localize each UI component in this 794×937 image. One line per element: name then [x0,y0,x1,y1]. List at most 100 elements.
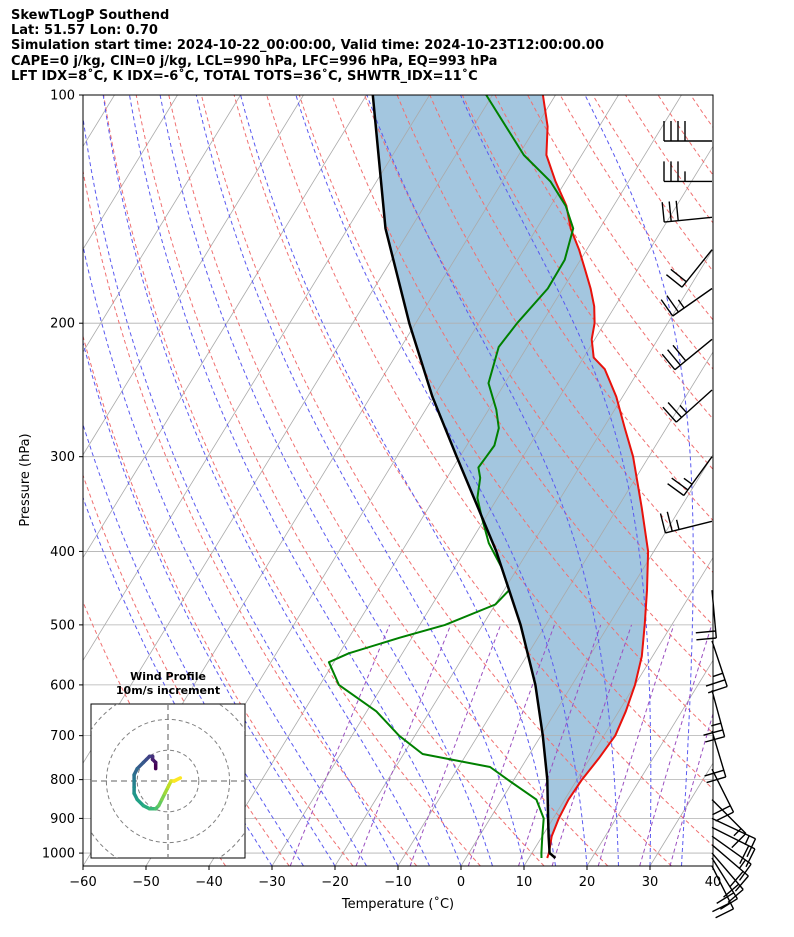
wind-barb [703,690,726,743]
x-axis: −60 −50 −40 −30 −20 −10 0 10 20 30 40 [69,866,721,890]
isotherm-line [586,659,713,866]
isotherm-line [776,95,794,866]
wind-barb [661,338,713,371]
wind-barb [695,590,717,641]
isotherm-line [83,95,430,662]
moist-adiabat-line [83,243,367,866]
isotherm-line [83,95,304,456]
isotherm-line [649,762,713,866]
dry-adiabat-line [396,95,713,574]
moist-adiabat-line [83,422,304,866]
hodograph-plot [91,704,245,858]
wind-barb [711,852,744,904]
y-tick-label: 1000 [42,847,75,862]
isotherm-line [83,95,241,353]
profile-lines [327,95,650,859]
moist-adiabat-line [366,95,619,866]
mixing-ratio-line [409,624,502,866]
wind-barb [711,857,738,910]
moist-adiabat-line [460,95,652,866]
wind-barb [711,799,747,849]
location-line: Lat: 51.57 Lon: 0.70 [11,23,158,39]
mixing-ratio-line [597,624,675,866]
cape-line: CAPE=0 j/kg, CIN=0 j/kg, LCL=990 hPa, LF… [11,53,498,69]
y-tick-label: 900 [50,812,75,827]
isotherm-line [271,145,713,866]
hodograph-inset [90,703,246,859]
dry-adiabat-line [298,95,713,735]
hodograph-segment [172,776,183,783]
isotherm-line [397,351,713,866]
y-tick-label: 500 [50,618,75,633]
index-line: LFT IDX=8˚C, K IDX=-6˚C, TOTAL TOTS=36˚C… [11,68,478,84]
wind-barb [705,640,728,694]
y-tick-label: 700 [50,729,75,744]
dry-adiabat-line [657,95,713,176]
moist-adiabat-line [712,860,713,866]
y-tick-label: 300 [50,450,75,465]
isotherm-line [83,95,178,250]
dry-adiabat-line [266,95,713,790]
cape-fill [372,95,649,854]
y-tick-label: 100 [50,89,75,104]
moist-adiabat-line [240,95,556,866]
y-axis-label: Pressure (hPa) [18,433,33,526]
mixing-ratio-line [551,624,632,866]
mixing-ratio-line [355,624,452,866]
wind-barb [667,456,713,497]
wind-barbs [659,121,757,919]
y-tick-label: 400 [50,545,75,560]
parcel-line [371,95,557,859]
wind-barb [711,826,756,868]
dry-adiabat-line [83,334,354,866]
hodograph-title: Wind Profile [130,670,206,683]
wind-barb [711,768,735,822]
mixing-ratio-line [467,624,555,866]
hodograph-ring [136,749,200,813]
moist-adiabat-line [102,95,430,866]
x-tick-label: 0 [457,875,465,890]
moist-adiabat-line [295,95,588,866]
chart-header: SkewTLogP Southend Lat: 51.57 Lon: 0.70 … [11,8,781,84]
dry-adiabat-line [135,95,545,866]
y-axis: 1000 900 800 700 600 500 400 300 200 100 [42,89,83,862]
isotherm-line [83,95,367,559]
x-tick-label: −10 [384,875,411,890]
x-tick-label: 40 [705,875,722,890]
x-tick-label: 10 [516,875,533,890]
wind-barb [662,389,713,423]
moist-adiabats [83,95,713,866]
time-line: Simulation start time: 2024-10-22_00:00:… [11,38,604,54]
wind-barb [711,844,749,892]
chart-title: SkewTLogP Southend [11,8,170,23]
dry-adiabat-line [83,473,290,866]
dry-adiabat-line [364,95,713,626]
x-tick-label: 30 [642,875,659,890]
dry-adiabat-line [331,95,713,680]
wind-barb [711,817,757,858]
wind-barb [663,121,712,142]
mixing-ratio-line [518,624,602,866]
mixing-ratio-line [669,712,713,866]
hodograph-subtitle: 10m/s increment [115,684,221,697]
moist-adiabat-line [584,95,694,866]
hodograph-title-block: Wind Profile 10m/s increment [91,670,245,698]
dry-adiabat-line [690,95,713,129]
x-tick-label: −30 [258,875,285,890]
isotherm-line [334,248,713,866]
dry-adiabat-line [233,95,713,847]
dewpoint-line [327,95,575,859]
isotherm-line [460,454,713,866]
isotherm-line [712,865,713,866]
wind-barb [661,200,713,223]
wind-barb [711,835,752,881]
x-tick-label: −60 [69,875,96,890]
mixing-ratio-line [639,624,713,866]
x-tick-label: −40 [195,875,222,890]
cape-area [372,95,649,854]
dry-adiabat-line [756,95,794,866]
y-tick-label: 600 [50,678,75,693]
moist-adiabat-line [83,340,336,866]
moist-adiabat-line [129,95,462,866]
